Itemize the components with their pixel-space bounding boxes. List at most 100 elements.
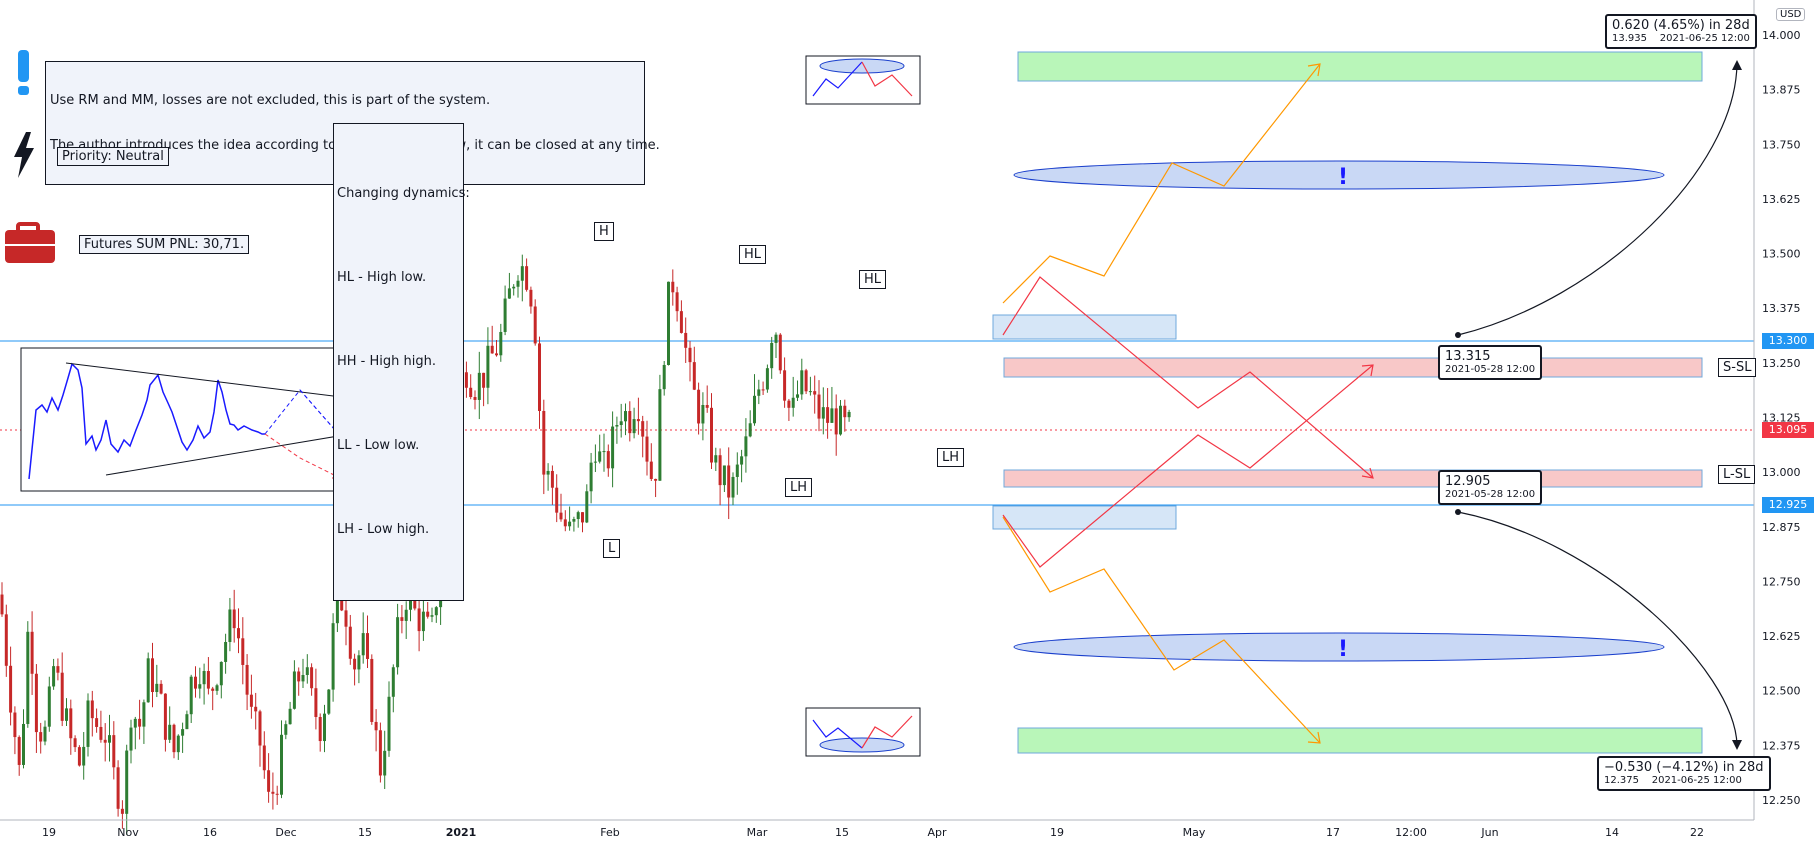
candle-up xyxy=(430,615,434,617)
candle-up xyxy=(593,461,597,463)
candle-up xyxy=(421,611,425,632)
candle-up xyxy=(658,389,662,481)
anchor-up-box[interactable]: 13.315 2021-05-28 12:00 xyxy=(1438,345,1543,380)
candle-up xyxy=(722,465,726,486)
ellipse-upper[interactable] xyxy=(1013,160,1665,190)
candle-up xyxy=(821,407,825,419)
candle-up xyxy=(387,696,391,751)
candle-down xyxy=(194,676,197,689)
candle-down xyxy=(378,730,382,776)
y-tick-label: 13.750 xyxy=(1762,138,1801,151)
candle-up xyxy=(512,286,516,289)
stop-zone-short[interactable] xyxy=(1003,357,1703,378)
candle-down xyxy=(370,658,374,722)
measure-arrowhead-down xyxy=(1732,740,1742,750)
candle-up xyxy=(284,724,288,735)
candle-down xyxy=(542,410,546,475)
candle-down xyxy=(267,770,271,792)
currency-label[interactable]: USD xyxy=(1776,8,1806,21)
target-zone-lower[interactable] xyxy=(1017,727,1703,754)
candle-down xyxy=(675,292,679,312)
candle-up xyxy=(765,368,769,390)
candle-up xyxy=(409,594,412,610)
candle-up xyxy=(744,436,748,457)
dynamics-item: LH - Low high. xyxy=(337,522,430,537)
ellipse-lower[interactable] xyxy=(1013,632,1665,662)
measure-arc-down xyxy=(1457,511,1738,746)
candle-down xyxy=(529,289,533,307)
x-tick-label: 14 xyxy=(1605,826,1619,839)
candle-down xyxy=(533,306,537,344)
stop-zone-long[interactable] xyxy=(1003,469,1703,488)
x-tick-label: 12:00 xyxy=(1395,826,1427,839)
inset-dashed-down xyxy=(264,433,341,479)
measure-down-box[interactable]: −0.530 (−4.12%) in 28d 12.375 2021-06-25… xyxy=(1597,756,1771,791)
candle-down xyxy=(211,688,215,691)
y-tick-label: 13.875 xyxy=(1762,84,1801,97)
candle-down xyxy=(550,470,554,488)
candle-down xyxy=(787,400,791,408)
candle-down xyxy=(482,372,486,388)
candles xyxy=(0,254,851,835)
candle-up xyxy=(477,372,481,400)
candle-down xyxy=(710,407,713,463)
y-tick-label: 13.125 xyxy=(1762,412,1801,425)
measure-up-box[interactable]: 0.620 (4.65%) in 28d 13.935 2021-06-25 1… xyxy=(1605,14,1757,49)
candle-down xyxy=(606,451,610,469)
candle-down xyxy=(241,638,245,665)
anchor-up-time: 2021-05-28 12:00 xyxy=(1445,364,1536,375)
candle-down xyxy=(654,478,658,481)
y-tick-label: 14.000 xyxy=(1762,29,1801,42)
measure-arrowhead-up xyxy=(1732,60,1742,70)
pattern-label-h: H xyxy=(594,222,614,241)
candle-up xyxy=(176,735,180,753)
x-tick-label: 17 xyxy=(1326,826,1340,839)
candle-down xyxy=(314,688,318,717)
candle-down xyxy=(348,626,352,659)
candle-down xyxy=(206,671,210,689)
candle-down xyxy=(692,362,696,390)
dynamics-item: HL - High low. xyxy=(337,270,427,285)
time-axis[interactable]: 19 Nov 16 Dec 15 2021 Feb Mar 15 Apr 19 May 17 12:00 J… xyxy=(0,819,1754,839)
short-sl-label: S-SL xyxy=(1718,358,1757,377)
candle-down xyxy=(116,767,120,809)
candle-down xyxy=(417,608,421,632)
red-path-down-head xyxy=(1361,467,1374,479)
candle-up xyxy=(189,676,193,715)
entry-zone-lower[interactable] xyxy=(992,505,1177,530)
x-tick-label: 15 xyxy=(835,826,849,839)
candle-down xyxy=(761,389,765,391)
anchor-up-price: 13.315 xyxy=(1445,349,1491,364)
y-tick-label: 12.750 xyxy=(1762,575,1801,588)
measure-anchor-down[interactable] xyxy=(1455,509,1461,515)
candle-up xyxy=(202,671,206,685)
candle-up xyxy=(516,280,520,287)
candle-down xyxy=(783,370,787,401)
candle-up xyxy=(215,685,219,691)
entry-zone-upper[interactable] xyxy=(992,314,1177,340)
price-axis[interactable]: 12.250 12.375 12.500 12.625 12.750 12.875 13.0… xyxy=(1753,0,1814,843)
y-tick-label: 13.625 xyxy=(1762,193,1801,206)
candle-down xyxy=(641,421,645,437)
candle-up xyxy=(305,667,309,675)
target-zone-upper[interactable] xyxy=(1017,51,1703,82)
candle-down xyxy=(56,666,60,673)
candle-down xyxy=(473,397,477,400)
candle-up xyxy=(224,641,228,662)
candle-up xyxy=(155,683,159,693)
x-tick-label: Dec xyxy=(275,826,296,839)
measure-anchor-up[interactable] xyxy=(1455,332,1461,338)
candle-up xyxy=(585,491,589,523)
candle-up xyxy=(65,708,68,721)
candle-down xyxy=(73,738,77,748)
candle-down xyxy=(563,519,567,527)
candle-up xyxy=(602,451,606,453)
candle-up xyxy=(740,456,744,465)
futures-pnl-note: Futures SUM PNL: 30,71. xyxy=(79,235,250,254)
candle-down xyxy=(344,610,348,627)
candle-down xyxy=(151,658,154,693)
measure-arc-up xyxy=(1457,63,1738,336)
candle-up xyxy=(185,714,189,730)
anchor-down-box[interactable]: 12.905 2021-05-28 12:00 xyxy=(1438,470,1543,505)
